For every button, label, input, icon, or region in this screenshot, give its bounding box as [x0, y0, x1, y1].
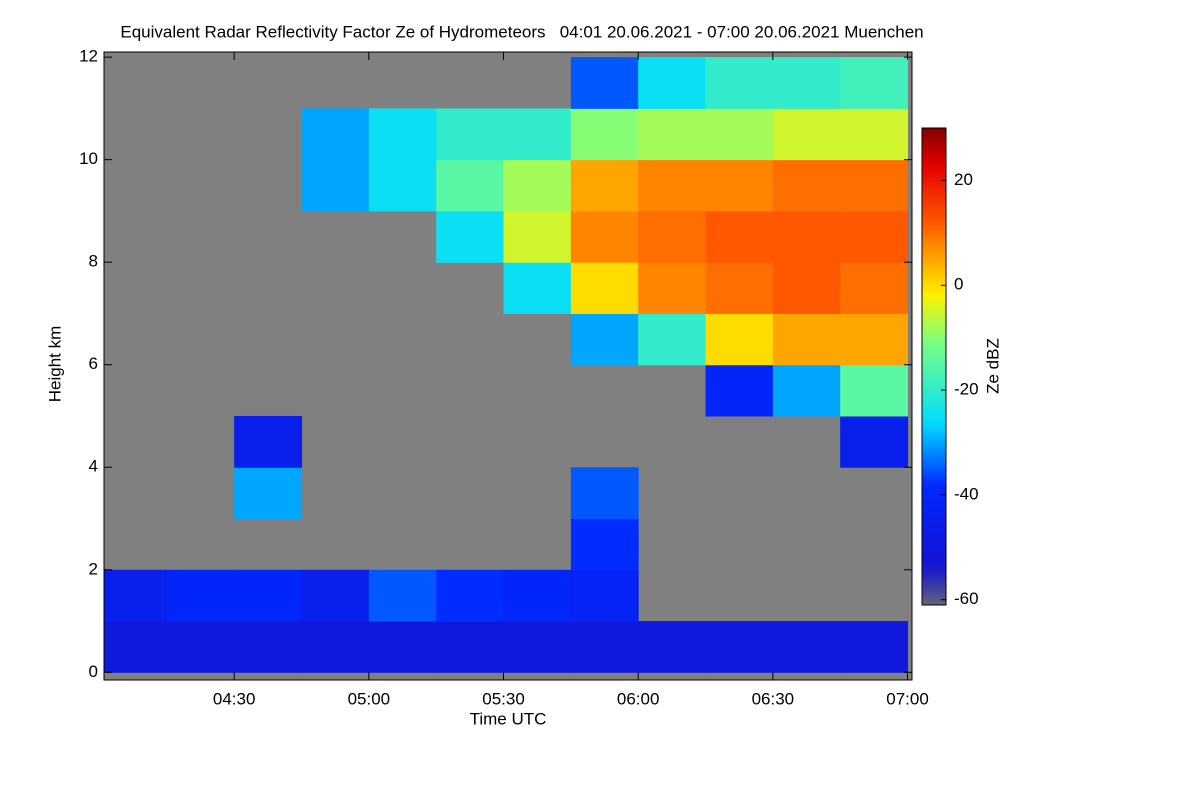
heatmap-cell — [166, 569, 235, 622]
heatmap-cell — [705, 108, 774, 161]
colorbar-tick-label: -60 — [954, 589, 979, 608]
heatmap-cell — [570, 108, 639, 161]
heatmap-cell — [772, 313, 841, 366]
colorbar-tick-label: -20 — [954, 380, 979, 399]
colorbar-tick-label: 20 — [954, 170, 973, 189]
heatmap-cell — [772, 108, 841, 161]
colorbar — [921, 127, 947, 606]
heatmap-cell — [772, 57, 841, 109]
heatmap-cell — [436, 621, 505, 673]
heatmap-cell — [772, 262, 841, 314]
heatmap-cell — [840, 313, 909, 366]
heatmap-cell — [368, 621, 437, 673]
heatmap-cell — [436, 569, 505, 622]
heatmap-cell — [772, 159, 841, 212]
heatmap-cell — [104, 621, 168, 673]
y-tick-label: 8 — [89, 252, 98, 271]
heatmap-cell — [840, 415, 909, 468]
x-tick-label: 05:30 — [482, 689, 525, 708]
heatmap-cell — [638, 262, 707, 314]
y-tick-label: 6 — [89, 354, 98, 373]
heatmap-cell — [638, 108, 707, 161]
heatmap-cell — [705, 57, 774, 109]
heatmap-cell — [503, 569, 572, 622]
x-tick-label: 06:00 — [617, 689, 660, 708]
heatmap-cell — [570, 518, 639, 571]
heatmap-cell — [368, 108, 437, 161]
heatmap-cell — [638, 210, 707, 263]
x-axis-label: Time UTC — [470, 709, 547, 728]
heatmap-cell — [570, 467, 639, 520]
heatmap-cell — [840, 621, 909, 673]
heatmap-cell — [503, 210, 572, 263]
heatmap-cell — [705, 313, 774, 366]
heatmap-cell — [503, 108, 572, 161]
heatmap-cell — [570, 262, 639, 314]
heatmap-cell — [638, 313, 707, 366]
heatmap-cell — [503, 621, 572, 673]
y-tick-label: 2 — [89, 559, 98, 578]
colorbar-label: Ze dBZ — [983, 338, 1002, 394]
colorbar-tick-label: -40 — [954, 484, 979, 503]
heatmap-cell — [234, 621, 303, 673]
heatmap-cell — [705, 210, 774, 263]
heatmap-cell — [436, 159, 505, 212]
heatmap-cell — [705, 262, 774, 314]
colorbar-tick-label: 0 — [954, 275, 963, 294]
heatmap-cell — [705, 621, 774, 673]
heatmap-cell — [436, 210, 505, 263]
heatmap-cell — [570, 210, 639, 263]
heatmap-cell — [436, 108, 505, 161]
heatmap-cell — [570, 313, 639, 366]
heatmap-cell — [368, 569, 437, 622]
heatmap-cell — [840, 108, 909, 161]
heatmap-cell — [570, 159, 639, 212]
heatmap-cell — [705, 159, 774, 212]
heatmap-cell — [570, 569, 639, 622]
heatmap-cell — [638, 159, 707, 212]
x-tick-label: 05:00 — [348, 689, 391, 708]
heatmap-cell — [301, 108, 370, 161]
heatmap-cell — [638, 57, 707, 109]
heatmap-cell — [840, 210, 909, 263]
heatmap-cell — [638, 621, 707, 673]
heatmap-cell — [570, 621, 639, 673]
plot-frame — [103, 51, 913, 681]
heatmap-cell — [772, 621, 841, 673]
x-tick-label: 06:30 — [752, 689, 795, 708]
heatmap-cell — [503, 159, 572, 212]
heatmap-cell — [301, 159, 370, 212]
heatmap-cell — [234, 569, 303, 622]
heatmap-cell — [301, 569, 370, 622]
heatmap-cell — [705, 364, 774, 417]
heatmap-cell — [368, 159, 437, 212]
y-tick-label: 0 — [89, 662, 98, 681]
y-tick-label: 12 — [79, 47, 98, 66]
heatmap-cell — [503, 262, 572, 314]
heatmap-cell — [840, 57, 909, 109]
heatmap-cell — [772, 210, 841, 263]
heatmap-cell — [772, 364, 841, 417]
x-tick-label: 04:30 — [213, 689, 256, 708]
y-tick-label: 10 — [79, 149, 98, 168]
heatmap-cell — [234, 467, 303, 520]
heatmap-cell — [166, 621, 235, 673]
y-tick-label: 4 — [89, 457, 98, 476]
heatmap-cell — [234, 415, 303, 468]
x-tick-label: 07:00 — [886, 689, 929, 708]
heatmap-cell — [570, 57, 639, 109]
heatmap-cell — [104, 569, 168, 622]
heatmap-cell — [301, 621, 370, 673]
heatmap-cell — [840, 262, 909, 314]
heatmap-cell — [840, 159, 909, 212]
y-axis-label: Height km — [45, 326, 64, 403]
chart-title: Equivalent Radar Reflectivity Factor Ze … — [120, 22, 923, 41]
heatmap-cell — [840, 364, 909, 417]
